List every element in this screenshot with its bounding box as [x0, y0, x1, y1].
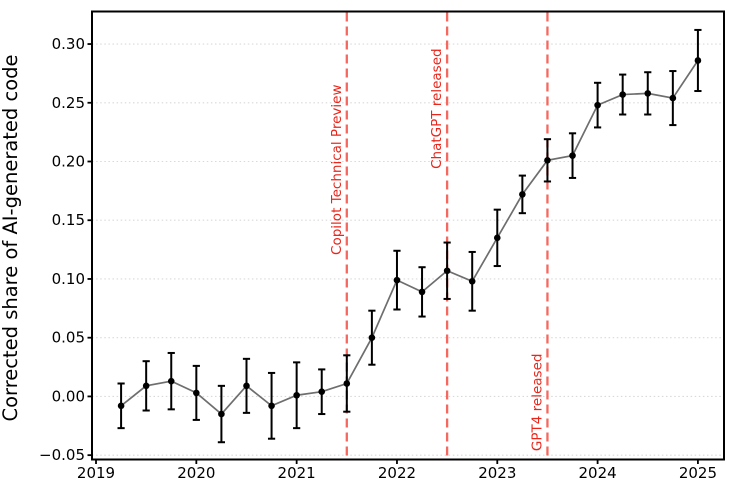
data-point [493, 234, 501, 242]
event-labels: Copilot Technical Preview ChatGPT release… [329, 48, 546, 451]
x-tick-label: 2021 [278, 464, 316, 482]
tick-labels: 2019 2020 2021 2022 2023 2024 2025 −0.05 0.00 0.0… [39, 35, 717, 482]
x-tick-label: 2020 [177, 464, 215, 482]
data-point [644, 90, 652, 97]
gridlines [92, 43, 724, 456]
y-tick-label: 0.20 [52, 152, 85, 170]
data-point [293, 391, 300, 399]
data-point [268, 402, 275, 410]
data-point [418, 288, 426, 296]
event-lines [345, 12, 549, 459]
data-point [519, 191, 526, 198]
event-label: ChatGPT released [429, 48, 445, 168]
data-point [318, 388, 326, 396]
data-series [117, 28, 702, 444]
data-point [193, 389, 200, 397]
y-tick-label: 0.15 [52, 211, 85, 229]
data-point [594, 101, 601, 109]
plot-border [91, 10, 725, 461]
event-label: GPT4 released [529, 354, 545, 452]
x-tick-label: 2019 [77, 464, 115, 482]
data-point [117, 402, 125, 410]
x-tick-label: 2022 [378, 464, 416, 482]
data-point [468, 278, 476, 285]
x-tick-label: 2024 [579, 464, 617, 482]
y-tick-label: 0.10 [52, 270, 85, 288]
y-tick-label: 0.30 [52, 35, 85, 53]
data-point [619, 91, 626, 98]
data-point [368, 334, 376, 341]
data-point [142, 382, 150, 390]
y-tick-label: 0.00 [52, 387, 85, 405]
data-point [167, 377, 175, 385]
y-tick-label: 0.25 [52, 94, 85, 112]
y-tick-label: −0.05 [39, 446, 85, 464]
y-axis-title: Corrected share of AI-generated code [0, 54, 22, 421]
data-point [443, 267, 451, 275]
axes [87, 10, 725, 464]
x-tick-label: 2023 [478, 464, 516, 482]
data-point [343, 380, 351, 387]
data-line [120, 60, 699, 416]
data-point [544, 157, 551, 164]
data-point [393, 276, 401, 284]
data-point [243, 382, 250, 390]
data-point [694, 57, 702, 64]
data-point [669, 94, 677, 102]
y-tick-label: 0.05 [52, 329, 85, 347]
event-label: Copilot Technical Preview [329, 85, 345, 255]
x-tick-label: 2025 [679, 464, 717, 482]
data-point [218, 410, 225, 418]
data-point [569, 152, 576, 159]
